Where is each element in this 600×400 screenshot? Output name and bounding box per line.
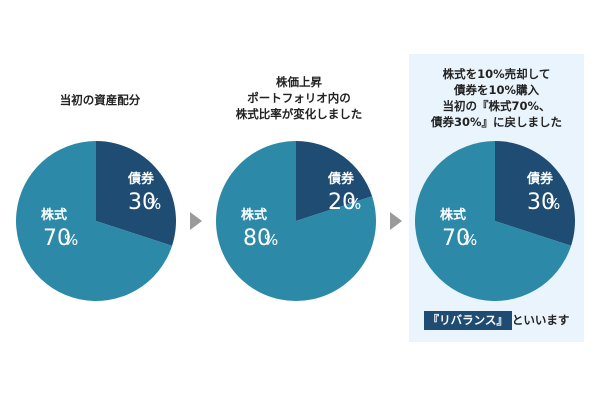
pie-slice-bond [495,141,575,246]
rebalance-suffix: といいます [511,313,570,327]
slice-value-stock: 70 [442,226,470,251]
slice-label-bond: 債券 [327,171,355,187]
next-arrow-icon [390,212,402,230]
rebalance-badge: 『リバランス』 [423,311,512,330]
slice-value-bond: 20 [328,190,356,215]
caption-line: 株式比率が変化しました [235,107,363,121]
pie-chart-initial: 債券 30% 株式 70% [16,141,176,301]
caption-line: 当初の『株式70%、 [442,99,551,113]
percent-unit: % [147,195,161,213]
caption-line: 債券を10%購入 [453,83,540,97]
slice-value-stock: 70 [43,226,71,251]
percent-unit: % [546,195,560,213]
slice-value-bond: 30 [128,190,156,215]
caption-line: 当初の資産配分 [59,93,141,107]
pie-chart-after-rise: 債券 20% 株式 80% [216,141,376,301]
caption-rebalanced: 株式を10%売却して 債券を10%購入 当初の『株式70%、 債券30%』に戻し… [409,66,584,130]
caption-line: 債券30%』に戻しました [430,115,563,129]
pie-slice-stock [16,141,173,301]
pie-chart-rebalanced: 債券 30% 株式 70% [415,141,575,301]
percent-unit: % [64,231,78,249]
pie-slice-bond [96,141,176,246]
pie-slice-stock [415,141,572,301]
rebalance-term: 『リバランス』 といいます [409,311,584,330]
slice-value-bond: 30 [527,190,555,215]
caption-line: ポートフォリオ内の [247,91,351,105]
slice-label-stock: 株式 [440,207,466,223]
caption-line: 株価上昇 [276,75,322,89]
slice-label-stock: 株式 [41,207,67,223]
percent-unit: % [264,231,278,249]
pie-slice-bond [296,141,373,221]
slice-label-bond: 債券 [526,171,554,187]
percent-unit: % [347,195,361,213]
percent-unit: % [463,231,477,249]
slice-value-stock: 80 [243,226,271,251]
slice-label-stock: 株式 [241,207,267,223]
caption-price-rise: 株価上昇 ポートフォリオ内の 株式比率が変化しました [213,74,385,122]
next-arrow-icon [190,212,202,230]
caption-line: 株式を10%売却して [442,67,551,81]
pie-slice-stock [216,141,376,301]
slice-label-bond: 債券 [127,171,155,187]
caption-initial-allocation: 当初の資産配分 [20,92,180,108]
